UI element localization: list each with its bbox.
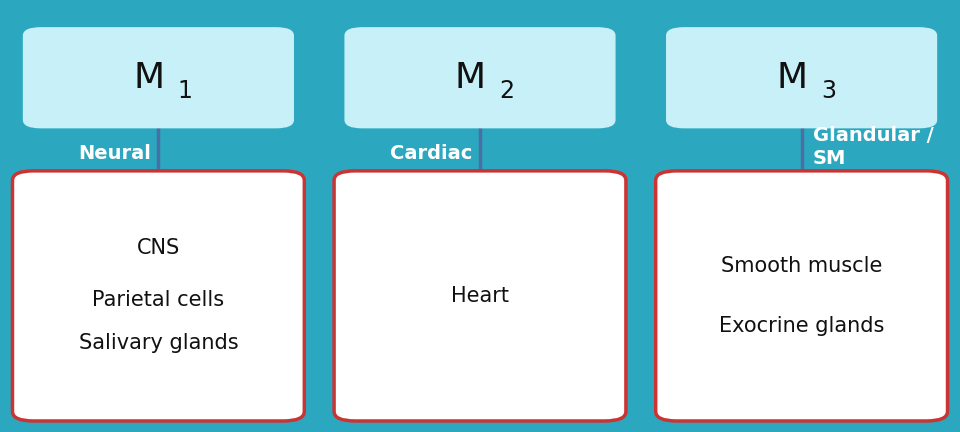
Text: Heart: Heart: [451, 286, 509, 306]
Text: 3: 3: [821, 79, 836, 103]
Text: Parietal cells: Parietal cells: [92, 290, 225, 310]
FancyBboxPatch shape: [12, 171, 304, 421]
Text: Neural: Neural: [78, 144, 151, 163]
Text: CNS: CNS: [136, 238, 180, 258]
FancyBboxPatch shape: [346, 28, 614, 128]
Text: Smooth muscle: Smooth muscle: [721, 256, 882, 276]
FancyBboxPatch shape: [666, 28, 936, 128]
Text: Exocrine glands: Exocrine glands: [719, 316, 884, 336]
Text: 1: 1: [178, 79, 193, 103]
Text: M: M: [133, 61, 164, 95]
Text: Salivary glands: Salivary glands: [79, 334, 238, 353]
Text: Glandular /
SM: Glandular / SM: [813, 126, 934, 168]
Text: Cardiac: Cardiac: [390, 144, 472, 163]
FancyBboxPatch shape: [24, 28, 294, 128]
Text: M: M: [777, 61, 807, 95]
FancyBboxPatch shape: [334, 171, 626, 421]
Text: M: M: [455, 61, 486, 95]
Text: 2: 2: [499, 79, 515, 103]
FancyBboxPatch shape: [656, 171, 948, 421]
